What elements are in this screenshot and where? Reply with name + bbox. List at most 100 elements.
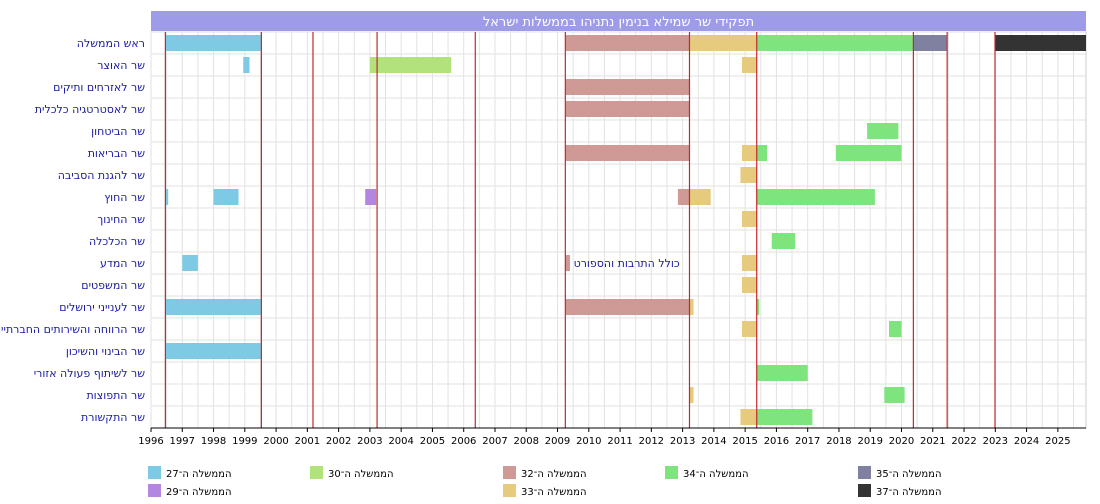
timeline-bar bbox=[565, 35, 690, 51]
title-background bbox=[151, 11, 1086, 31]
timeline-bar bbox=[689, 299, 694, 315]
x-tick-label: 2011 bbox=[607, 436, 632, 447]
x-tick-label: 2006 bbox=[451, 436, 476, 447]
timeline-bar bbox=[742, 255, 757, 271]
timeline-bar bbox=[565, 79, 690, 95]
x-tick-label: 2010 bbox=[576, 436, 601, 447]
x-tick-label: 2001 bbox=[295, 436, 320, 447]
x-tick-label: 2007 bbox=[482, 436, 507, 447]
role-label: שר הביטחון bbox=[91, 125, 145, 138]
timeline-bar bbox=[365, 189, 377, 205]
timeline-bar bbox=[756, 365, 808, 381]
x-tick-label: 2004 bbox=[388, 436, 413, 447]
timeline-bar bbox=[756, 299, 760, 315]
role-label: שר המדע bbox=[100, 257, 145, 270]
legend-label: הממשלה ה־35 bbox=[876, 469, 941, 480]
grid-layer bbox=[150, 31, 1087, 429]
x-tick-label: 2016 bbox=[764, 436, 789, 447]
timeline-bar bbox=[756, 35, 914, 51]
timeline-bar bbox=[565, 255, 571, 271]
legend-label: הממשלה ה־33 bbox=[521, 487, 586, 498]
chart-title-banner: תפקידי שר שמילא בנימין נתניהו בממשלות יש… bbox=[151, 11, 1086, 31]
timeline-bar bbox=[243, 57, 250, 73]
legend-label: הממשלה ה־32 bbox=[521, 469, 586, 480]
timeline-bar bbox=[565, 145, 690, 161]
chart-title: תפקידי שר שמילא בנימין נתניהו בממשלות יש… bbox=[483, 15, 754, 30]
x-tick-label: 2023 bbox=[983, 436, 1008, 447]
x-tick-label: 2009 bbox=[545, 436, 570, 447]
timeline-bar bbox=[867, 123, 899, 139]
timeline-bar bbox=[165, 35, 262, 51]
timeline-bar bbox=[677, 189, 690, 205]
x-tick-label: 2000 bbox=[263, 436, 288, 447]
annotation-label: כולל התרבות והספורט bbox=[574, 257, 680, 270]
timeline-bar bbox=[165, 343, 262, 359]
role-label: שר החינוך bbox=[97, 213, 145, 226]
role-label: שר לשיתוף פעולה אזורי bbox=[34, 367, 145, 380]
timeline-bar bbox=[165, 299, 262, 315]
timeline-bar bbox=[742, 57, 757, 73]
timeline-bar bbox=[995, 35, 1086, 51]
timeline-bar bbox=[740, 409, 757, 425]
timeline-bar bbox=[742, 211, 757, 227]
timeline-bar bbox=[913, 35, 948, 51]
x-tick-label: 1998 bbox=[201, 436, 226, 447]
timeline-bar bbox=[888, 321, 902, 337]
role-labels: ראש הממשלה שר האוצר שר לאזרחים ותיקים שר לא… bbox=[0, 37, 145, 424]
role-label: שר התקשורת bbox=[81, 411, 145, 424]
role-label: שר הכלכלה bbox=[89, 235, 145, 248]
x-tick-label: 2012 bbox=[639, 436, 664, 447]
legend-swatch bbox=[148, 466, 161, 479]
legend-swatch bbox=[148, 484, 161, 497]
x-axis: 1996 1997 1998 1999 2000 2001 2002 2003 2004 2005… bbox=[138, 427, 1086, 447]
x-tick-label: 1997 bbox=[170, 436, 195, 447]
role-label: שר לאזרחים ותיקים bbox=[53, 81, 145, 94]
x-tick-label: 2014 bbox=[701, 436, 726, 447]
x-tick-label: 2015 bbox=[732, 436, 757, 447]
x-tick-label: 2024 bbox=[1014, 436, 1039, 447]
legend: הממשלה ה־27 הממשלה ה־29 הממשלה ה־30 הממשלה … bbox=[148, 466, 941, 498]
timeline-bar bbox=[182, 255, 198, 271]
legend-label: הממשלה ה־29 bbox=[166, 487, 231, 498]
legend-swatch bbox=[310, 466, 323, 479]
timeline-bar bbox=[165, 189, 169, 205]
x-tick-label: 2008 bbox=[514, 436, 539, 447]
role-label: שר המשפטים bbox=[81, 279, 145, 292]
legend-swatch bbox=[858, 484, 871, 497]
x-tick-label: 2003 bbox=[357, 436, 382, 447]
x-tick-label: 2022 bbox=[951, 436, 976, 447]
role-label: שר לאסטרטגיה כלכלית bbox=[35, 103, 145, 116]
x-tick-label: 1996 bbox=[138, 436, 163, 447]
timeline-bar bbox=[756, 409, 813, 425]
role-label: שר להגנת הסביבה bbox=[58, 169, 145, 182]
role-label: שר התפוצות bbox=[86, 389, 145, 402]
timeline-bar bbox=[565, 101, 690, 117]
x-tick-label: 2021 bbox=[920, 436, 945, 447]
bars-layer bbox=[165, 35, 1086, 425]
timeline-bar bbox=[884, 387, 905, 403]
x-tick-label: 2025 bbox=[1045, 436, 1070, 447]
timeline-bar bbox=[689, 387, 694, 403]
legend-label: הממשלה ה־34 bbox=[683, 469, 748, 480]
annotations: כולל התרבות והספורט bbox=[574, 257, 680, 270]
x-tick-label: 2020 bbox=[889, 436, 914, 447]
legend-swatch bbox=[665, 466, 678, 479]
timeline-bar bbox=[756, 145, 768, 161]
timeline-bar bbox=[742, 277, 757, 293]
x-tick-label: 2013 bbox=[670, 436, 695, 447]
role-label: שר הרווחה והשירותים החברתיים bbox=[0, 323, 145, 336]
legend-swatch bbox=[858, 466, 871, 479]
role-label: שר לענייני ירושלים bbox=[59, 301, 145, 314]
legend-swatch bbox=[503, 484, 516, 497]
x-tick-label: 1999 bbox=[232, 436, 257, 447]
x-tick-label: 2005 bbox=[420, 436, 445, 447]
role-label: שר הבריאות bbox=[88, 147, 146, 160]
role-label: שר האוצר bbox=[97, 59, 145, 72]
timeline-bar bbox=[689, 189, 711, 205]
timeline-bar bbox=[369, 57, 452, 73]
timeline-bar bbox=[689, 35, 757, 51]
timeline-bar bbox=[213, 189, 239, 205]
timeline-bar bbox=[742, 145, 757, 161]
role-label: שר החוץ bbox=[104, 191, 145, 204]
